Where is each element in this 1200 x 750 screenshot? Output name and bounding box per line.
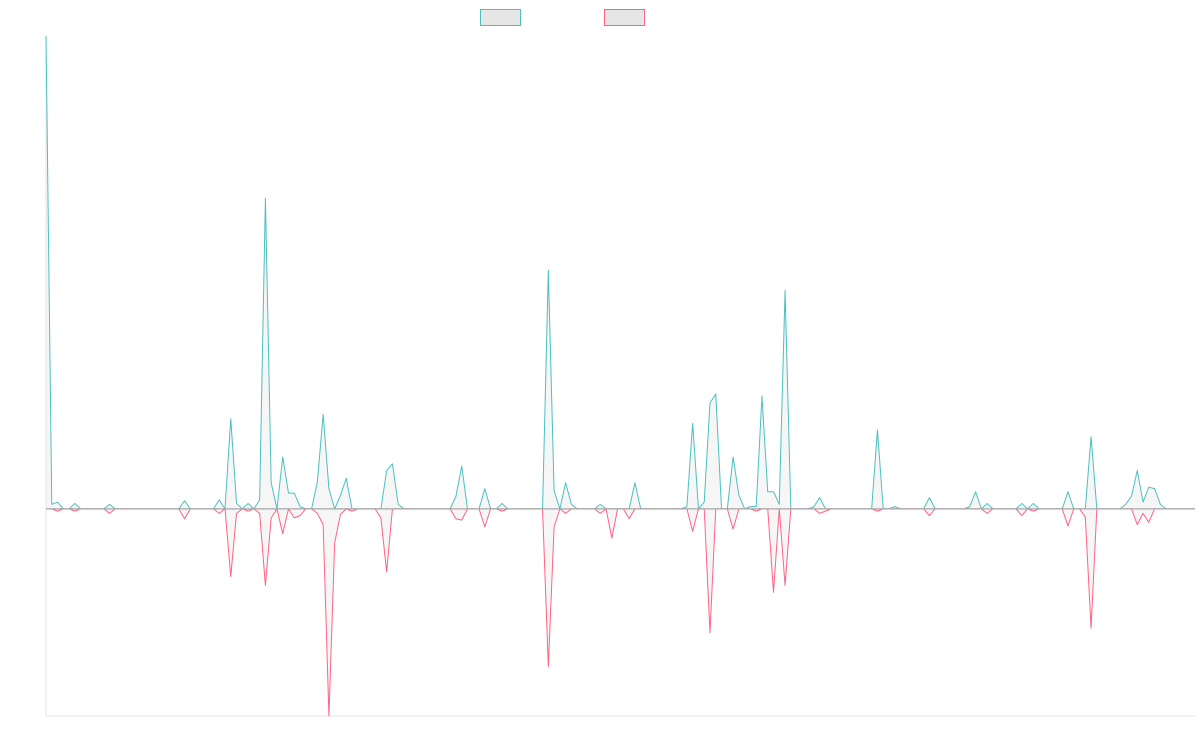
series-line-2 xyxy=(46,508,1195,717)
series-area-2 xyxy=(46,508,1195,716)
legend-swatch-1[interactable] xyxy=(480,9,521,26)
series-line-1 xyxy=(45,35,1195,510)
legend xyxy=(480,9,645,26)
axes xyxy=(45,36,1195,717)
series-area-1 xyxy=(46,36,1195,509)
legend-swatch-2[interactable] xyxy=(604,9,645,26)
series-layer xyxy=(45,35,1195,717)
